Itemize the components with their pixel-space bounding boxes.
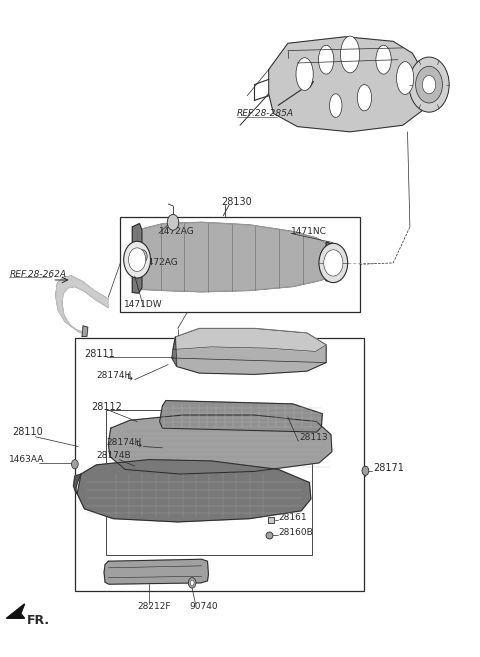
Text: ↳: ↳ bbox=[134, 439, 143, 449]
Polygon shape bbox=[104, 559, 208, 584]
Text: FR.: FR. bbox=[27, 614, 50, 627]
Text: 28112: 28112 bbox=[92, 402, 122, 412]
Polygon shape bbox=[137, 222, 326, 292]
Polygon shape bbox=[132, 223, 142, 293]
Polygon shape bbox=[77, 460, 311, 522]
Circle shape bbox=[124, 241, 151, 278]
Text: 28174H: 28174H bbox=[106, 438, 141, 447]
Text: 28161: 28161 bbox=[279, 513, 307, 522]
Circle shape bbox=[72, 460, 78, 469]
Polygon shape bbox=[108, 415, 332, 474]
Polygon shape bbox=[159, 401, 323, 432]
Text: 28111: 28111 bbox=[84, 349, 115, 359]
Text: 1463AA: 1463AA bbox=[9, 455, 45, 464]
Text: REF.28-285A: REF.28-285A bbox=[237, 109, 294, 118]
Text: 28160B: 28160B bbox=[279, 528, 313, 537]
Text: 28212F: 28212F bbox=[137, 602, 170, 611]
Polygon shape bbox=[172, 328, 326, 374]
Circle shape bbox=[138, 250, 147, 263]
Polygon shape bbox=[269, 37, 422, 132]
Circle shape bbox=[188, 578, 196, 588]
Circle shape bbox=[422, 76, 436, 94]
Text: 28113: 28113 bbox=[300, 433, 328, 442]
Ellipse shape bbox=[329, 94, 342, 118]
Text: ↳: ↳ bbox=[126, 373, 134, 382]
Circle shape bbox=[129, 248, 146, 271]
Text: 28174H: 28174H bbox=[96, 371, 132, 380]
Bar bbox=[75, 338, 364, 591]
Text: 28110: 28110 bbox=[12, 427, 43, 438]
Ellipse shape bbox=[340, 36, 360, 73]
Text: 90740: 90740 bbox=[190, 602, 218, 611]
Polygon shape bbox=[326, 242, 336, 281]
Circle shape bbox=[190, 580, 194, 585]
Polygon shape bbox=[56, 276, 108, 335]
Bar bbox=[106, 411, 312, 555]
Circle shape bbox=[324, 250, 343, 276]
Bar bbox=[120, 217, 360, 312]
Text: 1472AG: 1472AG bbox=[144, 258, 179, 267]
Circle shape bbox=[167, 214, 179, 230]
Circle shape bbox=[319, 243, 348, 283]
Text: 1471DW: 1471DW bbox=[124, 300, 163, 309]
Circle shape bbox=[362, 466, 369, 476]
Polygon shape bbox=[73, 474, 81, 493]
Polygon shape bbox=[172, 337, 177, 367]
Ellipse shape bbox=[296, 58, 313, 91]
Text: 28130: 28130 bbox=[221, 197, 252, 207]
Polygon shape bbox=[82, 326, 88, 336]
Text: 28171: 28171 bbox=[373, 463, 404, 473]
Text: REF.28-262A: REF.28-262A bbox=[9, 269, 66, 279]
Ellipse shape bbox=[376, 45, 391, 74]
Circle shape bbox=[409, 57, 449, 112]
Ellipse shape bbox=[319, 45, 334, 74]
Polygon shape bbox=[6, 604, 24, 618]
Ellipse shape bbox=[396, 62, 414, 95]
Text: 1471NC: 1471NC bbox=[291, 227, 327, 236]
Circle shape bbox=[416, 66, 443, 103]
Text: 28174B: 28174B bbox=[96, 451, 131, 461]
Text: 1472AG: 1472AG bbox=[158, 227, 194, 236]
Ellipse shape bbox=[357, 85, 372, 111]
Polygon shape bbox=[173, 328, 326, 351]
